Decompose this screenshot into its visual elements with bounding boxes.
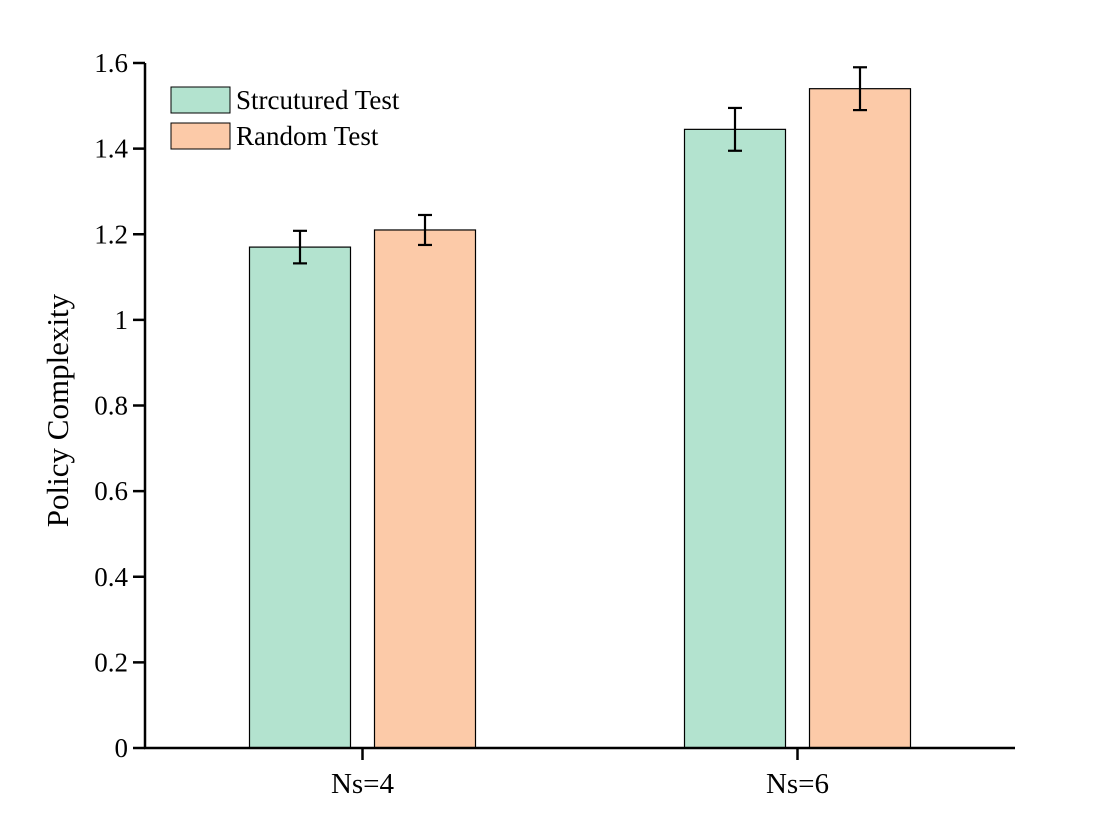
y-tick-label: 1.6 <box>94 48 128 78</box>
legend-label: Random Test <box>236 121 379 151</box>
y-tick-label: 0.2 <box>94 647 128 677</box>
ticks-layer: 0 0.2 0.4 0.6 0.8 1 1.2 1.4 1.6 Ns=4 Ns=6 <box>94 48 829 800</box>
legend-label: Strcutured Test <box>236 85 400 115</box>
y-tick-label: 1.2 <box>94 219 128 249</box>
y-tick-label: 0.4 <box>94 562 128 592</box>
x-category-label: Ns=6 <box>766 768 829 800</box>
bar <box>248 246 352 749</box>
bar <box>373 229 477 749</box>
y-tick-label: 0.6 <box>94 476 128 506</box>
error-bars-layer <box>293 66 867 265</box>
x-category-label: Ns=4 <box>331 768 395 800</box>
y-tick-label: 1 <box>115 305 129 335</box>
y-tick-label: 1.4 <box>94 134 128 164</box>
legend: Strcutured Test Random Test <box>170 85 400 151</box>
y-axis-title: Policy Complexity <box>40 293 75 527</box>
y-tick-label: 0 <box>115 733 129 763</box>
legend-swatch <box>170 122 231 150</box>
legend-swatch <box>170 86 231 114</box>
bars-layer <box>248 88 912 749</box>
bar <box>808 88 912 749</box>
y-tick-label: 0.8 <box>94 391 128 421</box>
bar <box>683 128 787 749</box>
